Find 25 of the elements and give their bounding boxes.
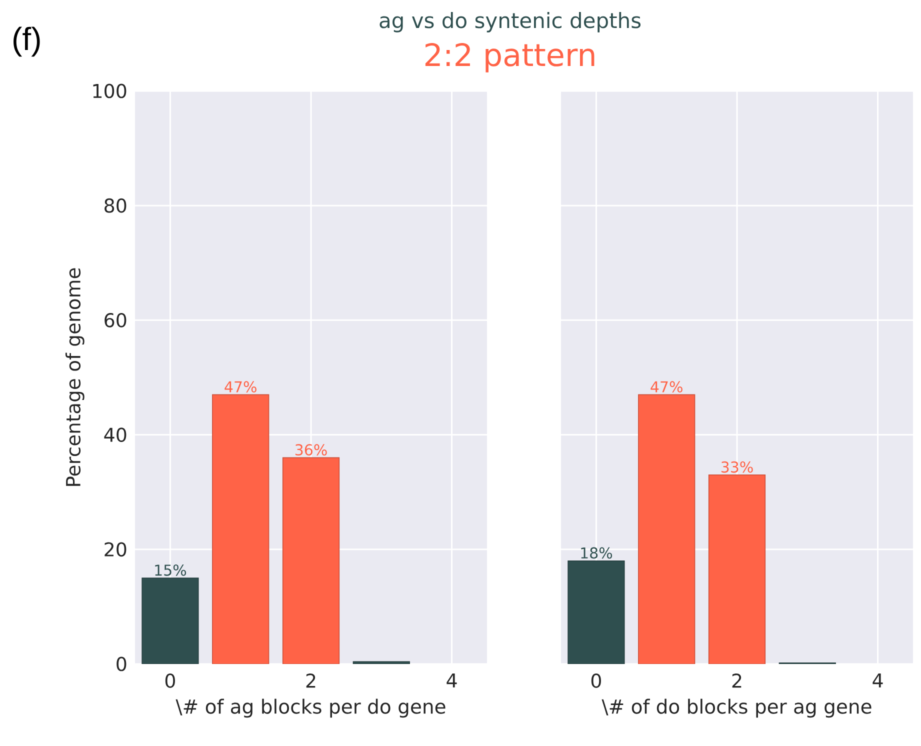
x-tick-label: 0 [165,674,175,688]
x-axis-title: \# of ag blocks per do gene [176,698,446,718]
y-axis-title: Percentage of genome [65,268,84,486]
data-label: 33% [721,461,753,473]
y-tick-label: 0 [116,656,126,672]
y-tick-label: 60 [104,313,126,328]
x-tick-label: 0 [591,674,601,688]
x-tick-label: 2 [306,674,316,688]
y-tick-label: 100 [93,84,126,98]
data-label: 47% [224,381,256,392]
x-tick-label: 4 [872,674,883,688]
bar [568,560,625,664]
chart-title: ag vs do syntenic depths [380,12,641,32]
x-tick-label: 2 [732,674,742,688]
x-axis-title: \# of do blocks per ag gene [602,698,872,718]
data-label: 18% [581,547,612,559]
data-label: 36% [295,444,327,456]
text: (f) [14,26,40,57]
data-label: 47% [650,381,682,392]
y-tick-label: 40 [104,428,126,442]
x-tick-label: 4 [446,674,457,688]
chart-subtitle: 2:2 pattern [425,42,594,72]
y-tick-label: 20 [104,542,126,557]
y-tick-label: 80 [104,198,126,213]
data-label: 15% [155,564,186,576]
